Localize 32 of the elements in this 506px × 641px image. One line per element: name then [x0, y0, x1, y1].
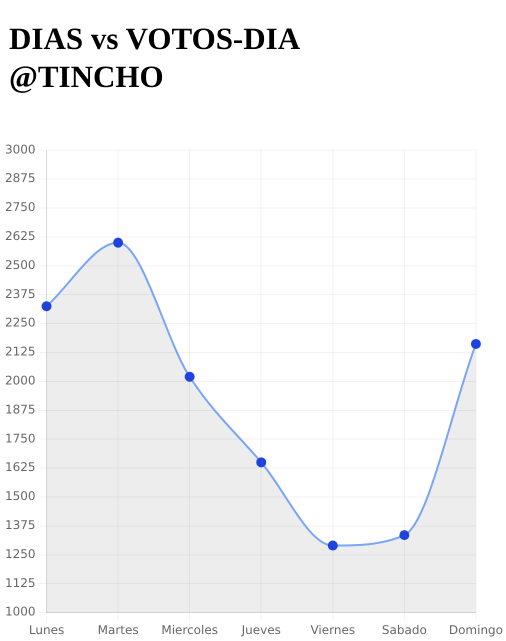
- x-tick-label: Viernes: [310, 622, 356, 637]
- x-tick-label: Domingo: [448, 622, 503, 637]
- x-tick-label: Lunes: [28, 622, 64, 637]
- y-tick-label: 1250: [4, 546, 36, 561]
- point: [470, 338, 481, 349]
- point: [328, 540, 338, 551]
- x-tick-label: Jueves: [240, 622, 281, 637]
- y-tick-label: 1000: [4, 604, 36, 619]
- x-tick-label: Martes: [98, 622, 139, 637]
- point: [42, 301, 52, 312]
- y-tick-label: 1375: [4, 518, 36, 532]
- y-tick-label: 2375: [4, 286, 36, 301]
- y-tick-label: 1750: [4, 431, 36, 446]
- point: [256, 457, 266, 468]
- x-tick-label: Sabado: [382, 622, 427, 637]
- y-tick-label: 2125: [4, 344, 36, 359]
- point: [113, 238, 124, 248]
- y-tick-label: 2000: [4, 374, 36, 388]
- y-tick-label: 2875: [4, 171, 36, 186]
- point: [399, 530, 410, 540]
- y-tick-label: 1125: [4, 576, 36, 590]
- y-tick-label: 2750: [4, 200, 36, 214]
- x-tick-label: Miercoles: [161, 622, 218, 637]
- point: [184, 372, 195, 382]
- y-tick-label: 1625: [4, 460, 36, 474]
- y-tick-label: 2625: [4, 229, 36, 244]
- y-tick-label: 1500: [4, 489, 36, 504]
- y-tick-label: 1875: [4, 402, 36, 416]
- y-tick-label: 2500: [4, 258, 36, 272]
- chart-title: DIAS vs VOTOS-DIA @TINCHO: [9, 20, 300, 96]
- y-tick-label: 2250: [4, 316, 36, 330]
- y-tick-label: 3000: [4, 142, 36, 156]
